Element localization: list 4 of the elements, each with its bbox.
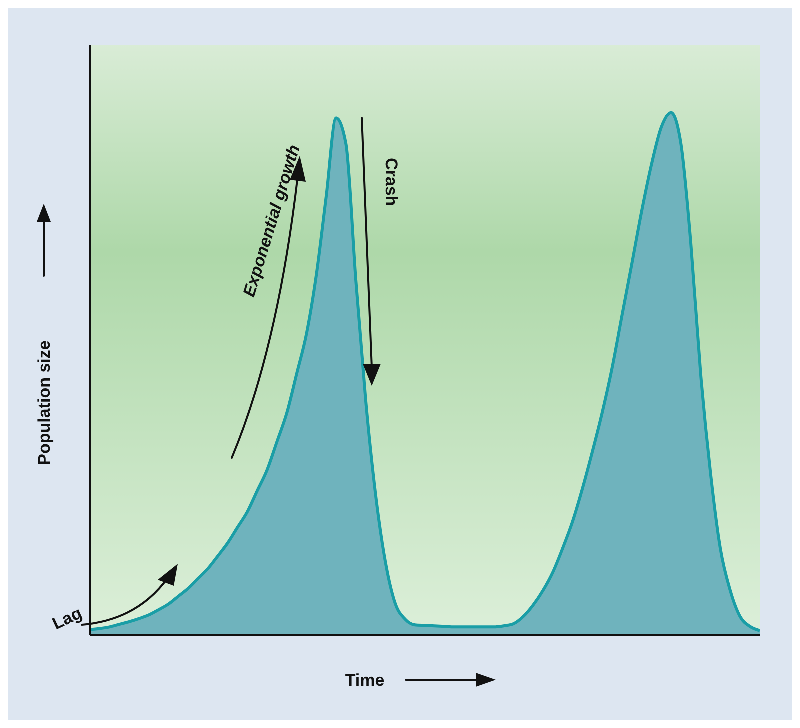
annotation: Crash — [382, 158, 401, 206]
y-axis-title: Population size — [35, 340, 54, 466]
text: Lag — [50, 604, 86, 634]
x-axis-title: Time — [345, 671, 385, 690]
